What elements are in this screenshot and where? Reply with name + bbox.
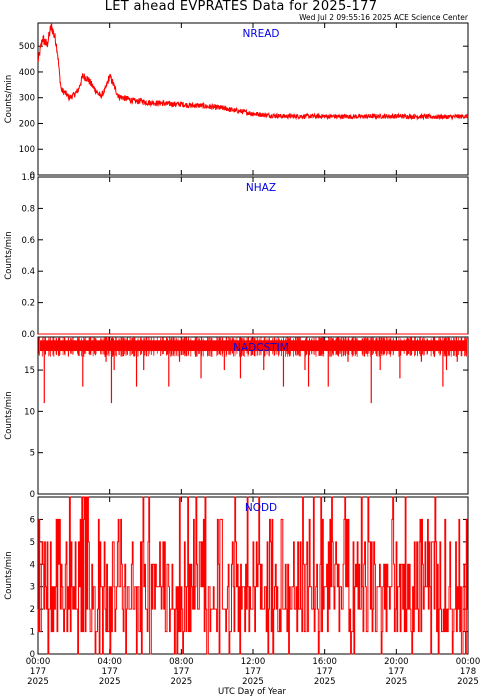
y-tick-label: 3 — [30, 583, 35, 593]
x-axis-label: UTC Day of Year — [218, 687, 286, 697]
series-line — [37, 22, 469, 121]
plot-frame — [37, 336, 469, 495]
y-tick-label: 5 — [30, 449, 35, 459]
y-axis-label: Counts/min — [4, 551, 14, 600]
x-tick-label-line: 2025 — [27, 677, 49, 687]
y-tick-label: 500 — [19, 42, 35, 52]
plot-frame — [37, 176, 469, 335]
data-line — [37, 22, 469, 121]
x-tick-label-line: 2025 — [99, 677, 121, 687]
x-tick-label-line: 178 — [460, 667, 476, 677]
y-axis-label: Counts/min — [4, 75, 14, 124]
y-tick-label: 10 — [24, 407, 35, 417]
y-tick-label: 15 — [24, 366, 35, 376]
y-tick-label: 2 — [30, 605, 35, 615]
x-tick-label-line: 2025 — [314, 677, 336, 687]
x-tick-label-line: 2025 — [457, 677, 479, 687]
x-tick-label-line: 00:00 — [456, 657, 481, 667]
x-tick-label-line: 2025 — [386, 677, 408, 687]
panel-nodd: 0 1 2 3 4 5 6 Counts/min NODD — [4, 496, 469, 660]
series-line — [38, 337, 467, 404]
x-tick-label-line: 16:00 — [312, 657, 337, 667]
y-axis-label: Counts/min — [4, 231, 14, 280]
x-tick-label-line: 177 — [317, 667, 333, 677]
y-tick-label: 300 — [19, 94, 35, 104]
x-tick-label-line: 08:00 — [169, 657, 194, 667]
panel-nhaz: 0.0 0.2 0.4 0.6 0.8 1.0 Counts/min NHAZ — [4, 173, 469, 340]
panel-nread: 0 100 200 300 400 500 Counts/min NREAD — [4, 22, 469, 181]
y-tick-label: 200 — [19, 119, 35, 129]
panel-nadcstim: 0 5 10 15 Counts/min NADCSTIM — [4, 336, 469, 500]
y-tick-label: 100 — [19, 145, 35, 155]
y-tick-label: 0.8 — [21, 204, 35, 214]
y-tick-label: 0.6 — [21, 236, 35, 246]
y-tick-label: 6 — [30, 515, 35, 525]
panel-title: NADCSTIM — [233, 342, 289, 354]
x-tick-label-line: 12:00 — [241, 657, 266, 667]
panel-title: NREAD — [242, 28, 279, 40]
series-line — [37, 496, 468, 655]
y-tick-label: 400 — [19, 68, 35, 78]
y-tick-label: 0.2 — [21, 299, 35, 309]
x-tick-label-line: 04:00 — [97, 657, 122, 667]
x-tick-label-line: 177 — [30, 667, 46, 677]
x-tick-label-line: 177 — [102, 667, 118, 677]
x-tick-label-line: 177 — [173, 667, 189, 677]
y-axis-label: Counts/min — [4, 391, 14, 440]
x-tick-label-line: 00:00 — [26, 657, 51, 667]
y-tick-label: 0 — [30, 490, 35, 500]
y-tick-label: 0.4 — [21, 267, 35, 277]
data-line — [37, 496, 468, 655]
x-tick-label-line: 2025 — [171, 677, 193, 687]
y-tick-label: 0 — [30, 171, 35, 181]
x-tick-label-line: 177 — [245, 667, 261, 677]
x-tick-label-line: 2025 — [242, 677, 264, 687]
y-tick-label: 1 — [30, 628, 35, 638]
page-subtitle: Wed Jul 2 09:55:16 2025 ACE Science Cent… — [299, 13, 468, 22]
panel-title: NODD — [245, 502, 277, 514]
y-tick-label: 0 — [30, 650, 35, 660]
x-tick-label-line: 20:00 — [384, 657, 409, 667]
plot-frame — [37, 22, 469, 176]
y-tick-label: 4 — [30, 560, 35, 570]
x-tick-label-line: 177 — [388, 667, 404, 677]
y-tick-label: 0.0 — [21, 330, 35, 340]
y-tick-label: 1.0 — [21, 173, 35, 183]
y-tick-label: 5 — [30, 538, 35, 548]
panel-title: NHAZ — [246, 182, 276, 194]
page-title: LET ahead EVPRATES Data for 2025-177 — [104, 0, 378, 14]
